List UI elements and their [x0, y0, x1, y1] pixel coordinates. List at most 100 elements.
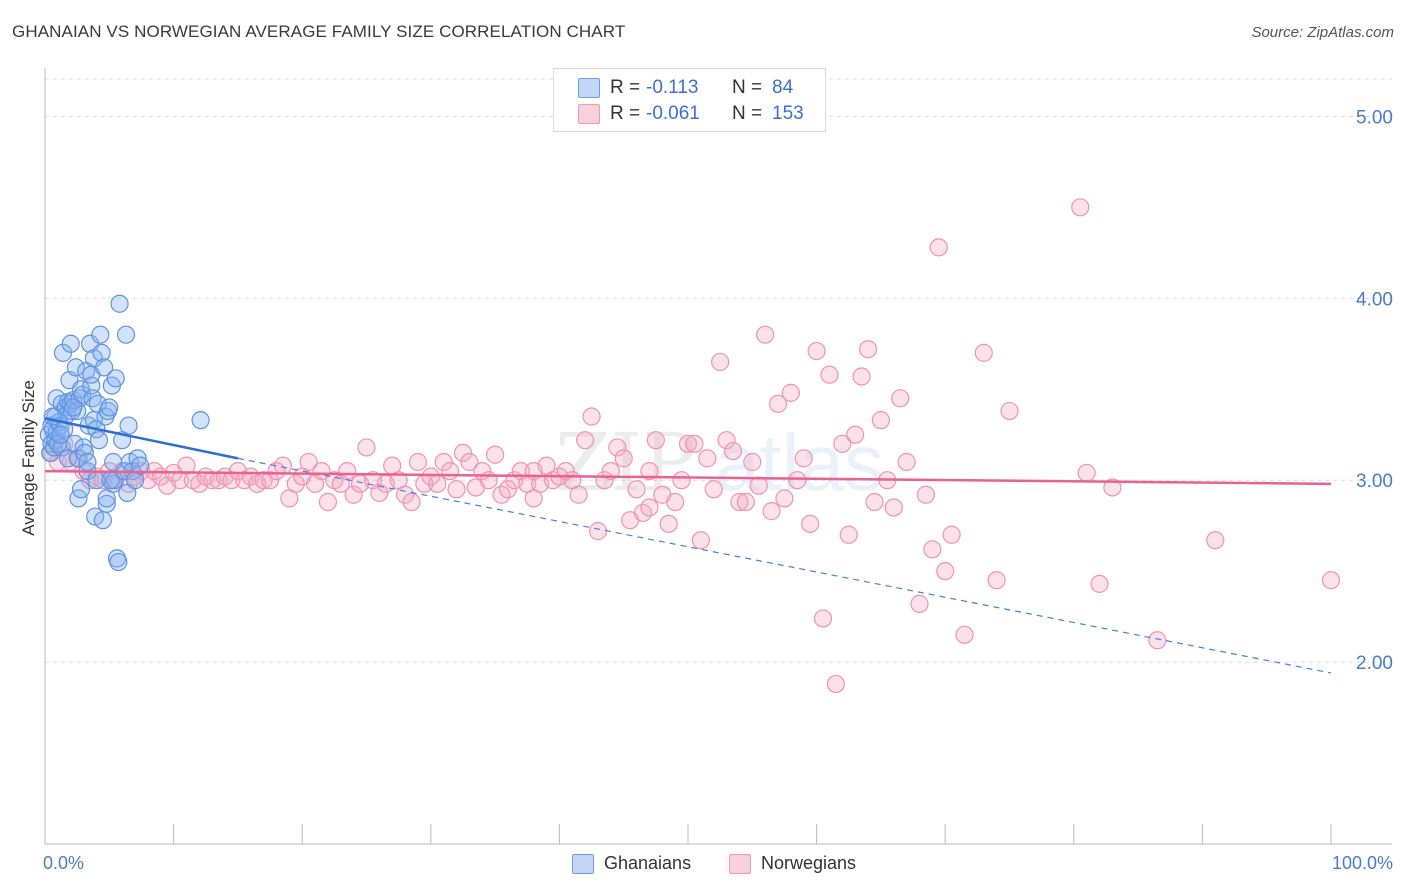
y-tick-label: 5.00	[1356, 107, 1393, 128]
norwegian-point	[447, 480, 466, 499]
norwegian-point	[659, 514, 678, 533]
norwegian-point	[1148, 631, 1167, 650]
norwegian-point	[698, 449, 717, 468]
ghanaian-point	[106, 369, 125, 388]
ghanaians-trend-extension	[237, 457, 1332, 674]
x-tick-label-min: 0.0%	[43, 853, 84, 873]
norwegian-point	[608, 438, 627, 457]
norwegian-point	[762, 502, 781, 521]
norwegian-point	[794, 449, 813, 468]
norwegian-point	[891, 389, 910, 408]
ghanaian-point	[71, 480, 91, 499]
norwegian-point	[299, 452, 318, 472]
n-label: N =	[732, 77, 763, 98]
ghanaian-point	[116, 325, 136, 344]
x-tick-label-max: 100.0%	[1332, 853, 1393, 873]
norwegian-point	[781, 383, 800, 402]
norwegian-point	[916, 485, 936, 504]
norwegian-point	[974, 343, 993, 362]
norwegian-point	[1321, 571, 1341, 590]
ghanaian-point	[53, 343, 73, 362]
ghanaian-point	[119, 416, 138, 435]
norwegian-point	[788, 471, 807, 490]
norwegian-point	[865, 492, 884, 512]
n-label: N =	[732, 103, 763, 124]
ghanaians-points	[39, 294, 210, 572]
norwegian-point	[768, 394, 788, 413]
norwegian-point	[756, 325, 775, 344]
norwegian-point	[1000, 401, 1019, 421]
source-credit: Source: ZipAtlas.com	[1251, 24, 1394, 41]
chart-title: GHANAIAN VS NORWEGIAN AVERAGE FAMILY SIZ…	[12, 22, 626, 41]
ghanaian-point	[61, 334, 80, 353]
norwegian-point	[1103, 478, 1122, 497]
norwegian-point	[582, 407, 601, 426]
norwegian-point	[852, 367, 871, 386]
norwegian-point	[222, 471, 241, 490]
ghanaian-point	[95, 358, 114, 377]
norwegians-swatch	[729, 854, 751, 874]
norwegian-point	[601, 461, 620, 481]
norwegian-point	[910, 594, 929, 613]
norwegian-point	[833, 434, 852, 453]
x-tick-labels: 0.0% 100.0%	[43, 853, 1393, 873]
norwegian-point	[402, 492, 421, 512]
norwegian-point	[588, 522, 608, 541]
ghanaian-point	[91, 325, 110, 344]
norwegian-point	[678, 434, 698, 453]
norwegian-point	[813, 609, 833, 628]
norwegian-point	[884, 498, 903, 517]
y-tick-label: 4.00	[1356, 289, 1393, 310]
ghanaian-point	[101, 471, 120, 490]
norwegian-point	[627, 480, 646, 499]
trend-lines	[44, 417, 1332, 674]
ghanaian-point	[131, 456, 150, 475]
norwegian-point	[498, 480, 518, 499]
ghanaian-point	[89, 431, 109, 450]
norwegian-point	[357, 438, 376, 457]
norwegian-point	[260, 471, 280, 490]
y-tick-label: 3.00	[1356, 471, 1393, 492]
norwegian-point	[1071, 198, 1090, 217]
ghanaians-swatch	[578, 78, 600, 98]
ghanaian-point	[83, 389, 102, 408]
norwegian-point	[897, 452, 916, 472]
ghanaian-point	[64, 398, 83, 417]
legend-label: Norwegians	[761, 853, 857, 873]
norwegian-point	[1077, 463, 1096, 483]
norwegian-point	[576, 431, 595, 450]
norwegian-point	[486, 445, 505, 464]
norwegian-point	[691, 531, 710, 550]
norwegian-point	[749, 476, 768, 495]
norwegian-point	[858, 340, 878, 359]
ghanaian-point	[100, 398, 119, 417]
norwegian-point	[286, 474, 305, 493]
norwegian-point	[730, 492, 749, 512]
n-value: 84	[772, 77, 794, 98]
legend-row-ghanaians: R = -0.113 N = 84	[554, 75, 825, 101]
ghanaian-point	[93, 511, 112, 530]
norwegian-point	[434, 452, 453, 472]
norwegian-point	[318, 492, 338, 512]
ghanaian-point	[78, 452, 97, 472]
norwegian-point	[807, 341, 826, 361]
correlation-legend: R = -0.113 N = 84 R = -0.061 N = 153	[553, 68, 826, 132]
norwegian-point	[743, 452, 762, 472]
norwegian-point	[826, 674, 845, 694]
ghanaians-swatch	[572, 854, 594, 874]
ghanaian-point	[43, 407, 62, 426]
norwegian-point	[775, 489, 794, 508]
norwegian-point	[460, 452, 479, 472]
r-value: -0.061	[646, 103, 700, 124]
norwegian-point	[254, 471, 273, 490]
norwegian-point	[428, 474, 447, 493]
norwegian-point	[338, 461, 357, 481]
norwegian-point	[1090, 574, 1109, 593]
norwegian-point	[871, 411, 891, 430]
r-label: R =	[610, 77, 641, 98]
ghanaians-trend-line	[44, 417, 239, 460]
ghanaian-point	[92, 343, 111, 362]
watermark: ZIP atlas	[555, 416, 884, 509]
legend-row-norwegians: R = -0.061 N = 153	[554, 101, 825, 127]
